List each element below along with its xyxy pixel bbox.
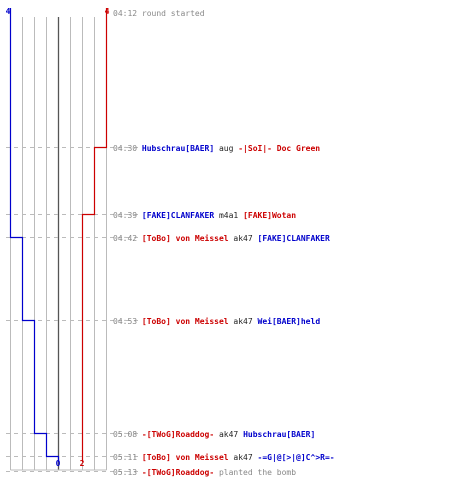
event-row: 05:11 [ToBo] von Meissel ak47 -=G|@[>|@]… — [113, 452, 335, 462]
event-row: 05:08 -[TWoG]Roaddog- ak47 Hubschrau[BAE… — [113, 430, 315, 439]
event-time: 04:12 — [113, 9, 137, 18]
event-weapon: m4a1 — [214, 211, 238, 220]
event-actor: -[TWoG]Roaddog- — [137, 468, 214, 477]
event-message: planted the bomb — [214, 468, 296, 477]
event-time: 04:30 — [113, 144, 137, 153]
event-weapon: ak47 — [214, 430, 238, 439]
event-row: 04:12 round started — [113, 9, 205, 18]
red-end-count: 2 — [80, 459, 85, 468]
event-killer: -[TWoG]Roaddog- — [137, 430, 214, 439]
event-killer: [FAKE]CLANFAKER — [137, 211, 214, 220]
event-log: 04:12 round started 04:30 Hubschrau[BAER]… — [113, 9, 335, 477]
event-time: 04:39 — [113, 211, 137, 220]
event-killer: [ToBo] von Meissel — [137, 452, 229, 462]
event-killer: Hubschrau[BAER] — [137, 144, 214, 153]
red-start-count: 4 — [105, 7, 110, 16]
blue-team-alive-line — [9, 8, 60, 462]
blue-start-count: 4 — [6, 7, 11, 16]
event-weapon: ak47 — [229, 234, 253, 243]
event-victim: Wei[BAER]held — [253, 316, 321, 326]
event-weapon: ak47 — [229, 317, 253, 326]
event-row: 05:13 -[TWoG]Roaddog- planted the bomb — [113, 468, 296, 477]
event-row: 04:53 [ToBo] von Meissel ak47 Wei[BAER]h… — [113, 316, 320, 326]
event-row: 04:39 [FAKE]CLANFAKER m4a1 [FAKE]Wotan — [113, 211, 296, 220]
blue-end-count: 0 — [56, 459, 61, 468]
grid-lines — [10, 17, 107, 471]
event-time: 05:08 — [113, 430, 137, 439]
alive-step-lines — [9, 8, 108, 462]
event-time: 05:11 — [113, 453, 137, 462]
event-dash-lines — [6, 147, 138, 472]
red-team-alive-line — [81, 8, 108, 462]
event-victim: -=G|@[>|@]C^>R=- — [253, 453, 335, 462]
event-time: 05:13 — [113, 468, 137, 477]
event-time: 04:42 — [113, 234, 137, 243]
event-killer: [ToBo] von Meissel — [137, 233, 229, 243]
event-message: round started — [137, 9, 205, 18]
event-killer: [ToBo] von Meissel — [137, 316, 229, 326]
event-victim: [FAKE]CLANFAKER — [253, 234, 330, 243]
event-row: 04:30 Hubschrau[BAER] aug -|SoI|- Doc Gr… — [113, 144, 320, 153]
event-victim: Hubschrau[BAER] — [238, 430, 315, 439]
event-weapon: ak47 — [229, 453, 253, 462]
event-weapon: aug — [214, 144, 233, 153]
event-row: 04:42 [ToBo] von Meissel ak47 [FAKE]CLAN… — [113, 233, 330, 243]
event-time: 04:53 — [113, 317, 137, 326]
event-victim: -|SoI|- Doc Green — [233, 144, 320, 153]
event-victim: [FAKE]Wotan — [238, 211, 296, 220]
